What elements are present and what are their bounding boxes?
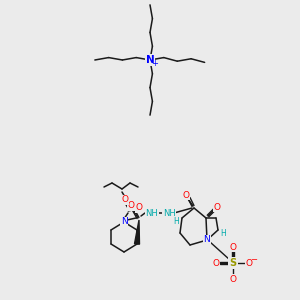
Text: H: H [173,218,179,226]
Text: +: + [152,59,158,68]
Text: S: S [230,258,237,268]
Text: N: N [204,236,210,244]
Text: O: O [182,190,190,200]
Polygon shape [134,220,140,244]
Text: O: O [136,203,142,212]
Text: O: O [245,259,253,268]
Text: N: N [121,218,128,226]
Text: O: O [212,259,220,268]
Text: O: O [230,274,236,284]
Text: O: O [214,202,220,211]
Text: NH: NH [163,208,176,217]
Text: O: O [128,202,134,211]
Text: H: H [220,230,226,238]
Text: O: O [230,242,236,251]
Text: N: N [146,55,154,65]
Text: −: − [250,256,257,265]
Text: NH: NH [146,208,158,217]
Text: O: O [122,196,128,205]
